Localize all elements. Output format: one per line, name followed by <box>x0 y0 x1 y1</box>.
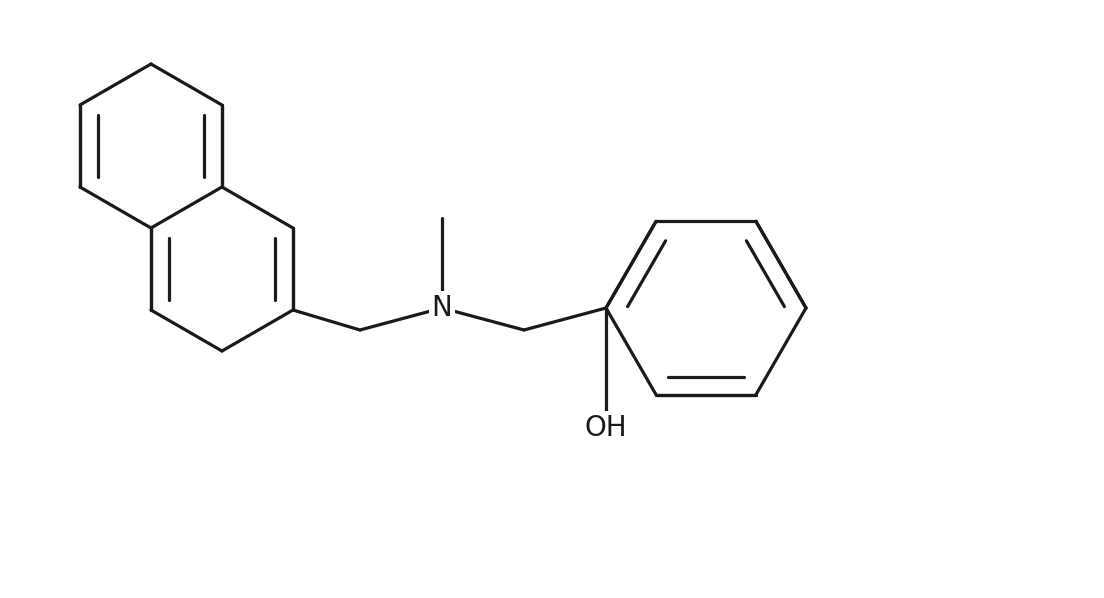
Text: OH: OH <box>585 414 627 442</box>
Text: N: N <box>432 294 453 322</box>
